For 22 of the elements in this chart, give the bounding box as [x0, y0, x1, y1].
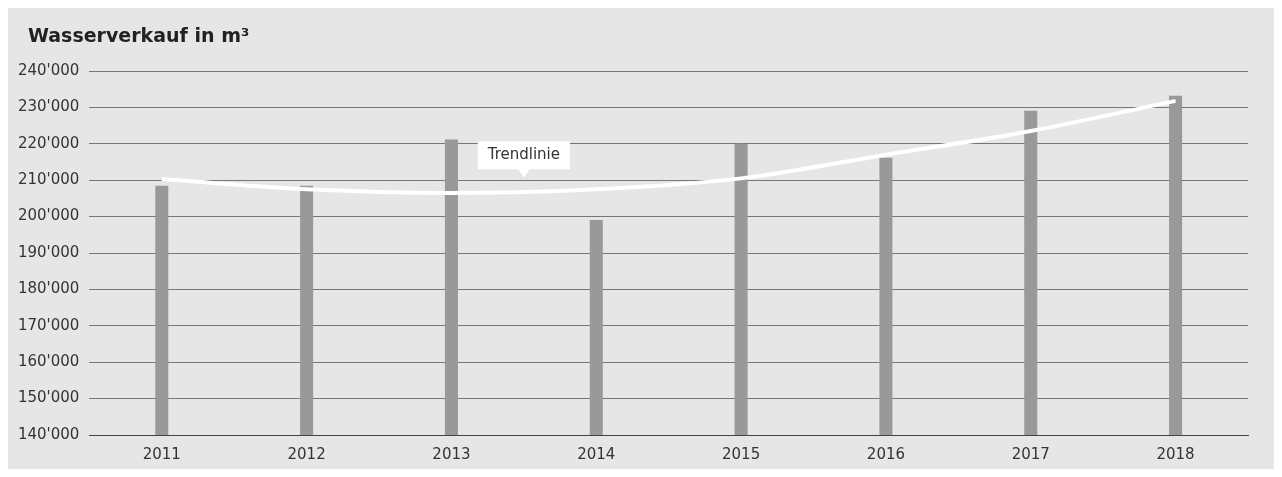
y-tick-label: 200'000 [17, 206, 80, 225]
y-tick-label: 230'000 [17, 97, 80, 116]
x-tick-label: 2011 [142, 444, 181, 463]
series-label: Trendlinie [486, 145, 561, 164]
y-tick-label: 160'000 [17, 352, 80, 371]
y-tick-label: 240'000 [17, 60, 80, 79]
y-tick-label: 180'000 [17, 279, 80, 298]
x-tick-label: 2017 [1011, 444, 1050, 463]
line-series [159, 98, 1178, 195]
x-tick-label: 2013 [432, 444, 471, 463]
y-tick-label: 140'000 [17, 424, 80, 443]
x-tick-label: 2015 [722, 444, 761, 463]
y-tick-label: 220'000 [17, 133, 80, 152]
x-tick-label: 2014 [577, 444, 616, 463]
x-tick-label: 2018 [1156, 444, 1195, 463]
y-tick-label: 210'000 [17, 170, 80, 189]
x-tick-label: 2016 [866, 444, 906, 463]
y-tick-label: 170'000 [17, 315, 80, 334]
y-tick-label: 190'000 [17, 242, 80, 261]
x-tick-label: 2012 [287, 444, 326, 463]
chart-title: Wasserverkauf in m³ [27, 23, 251, 48]
y-tick-label: 150'000 [17, 388, 80, 407]
